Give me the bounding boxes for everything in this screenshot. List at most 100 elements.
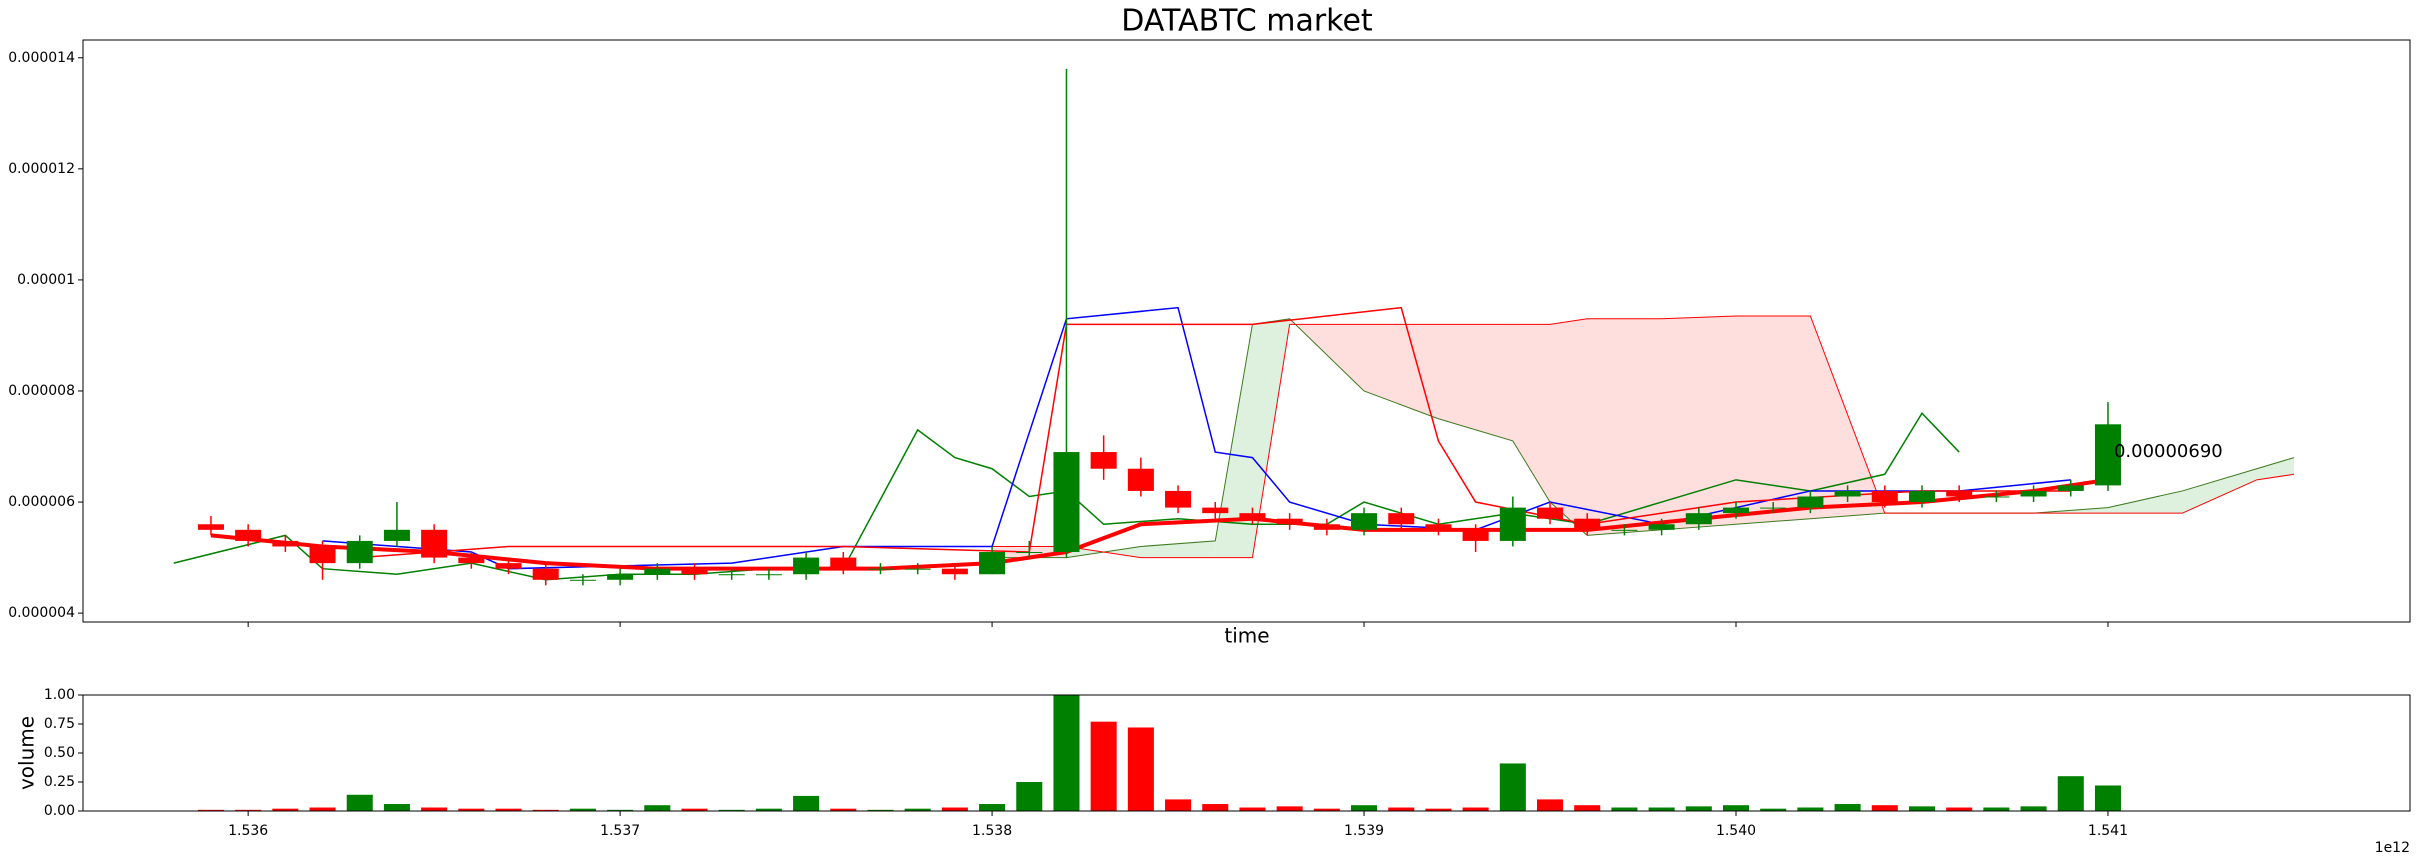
x-axis-label: time bbox=[1224, 624, 1269, 648]
candle-body bbox=[197, 524, 224, 530]
candle-body bbox=[458, 557, 485, 564]
candle-body bbox=[1462, 529, 1489, 541]
volume-bar bbox=[1871, 805, 1898, 811]
candle-body bbox=[1574, 518, 1601, 530]
x-tick-label: 1.540 bbox=[1716, 823, 1756, 839]
volume-bar bbox=[1499, 763, 1526, 811]
y-tick-label: 0.000008 bbox=[8, 383, 75, 399]
y-tick-label: 0.000004 bbox=[8, 605, 75, 621]
volume-bar bbox=[1388, 807, 1415, 811]
candle-body bbox=[1797, 496, 1824, 508]
y-axis-label: volume bbox=[15, 716, 39, 790]
volume-bar bbox=[1462, 807, 1489, 811]
cloud-fill bbox=[1215, 324, 1253, 558]
volume-bar bbox=[904, 808, 931, 811]
volume-bar bbox=[681, 808, 708, 811]
cloud-fill bbox=[1587, 318, 1662, 536]
candle-body bbox=[346, 540, 373, 564]
volume-bar bbox=[1537, 799, 1564, 811]
candle-body bbox=[1908, 490, 1936, 503]
candle-body bbox=[1165, 490, 1192, 508]
candle-body bbox=[1202, 507, 1229, 514]
cloud-fill bbox=[1661, 316, 1737, 530]
candle-body bbox=[421, 529, 448, 558]
candle-body bbox=[1388, 513, 1415, 525]
x-tick-label: 1.541 bbox=[2088, 823, 2128, 839]
volume-bar bbox=[2057, 776, 2084, 811]
y-tick-label: 0.000012 bbox=[8, 161, 75, 177]
volume-bar bbox=[1053, 695, 1080, 811]
cloud-fill bbox=[1736, 316, 1811, 525]
annotation: 0.00000690 bbox=[2114, 441, 2223, 462]
candle-body bbox=[383, 529, 410, 541]
candle-body bbox=[309, 546, 336, 564]
cloud-fill bbox=[2182, 468, 2257, 514]
volume-bar bbox=[1313, 808, 1340, 811]
candle-body bbox=[681, 568, 708, 575]
x-tick-label: 1.537 bbox=[600, 823, 640, 839]
y-tick-label: 0.75 bbox=[44, 716, 75, 732]
y-tick-label: 0.50 bbox=[44, 745, 75, 761]
volume-bar bbox=[1090, 721, 1117, 811]
candle-body bbox=[755, 574, 782, 576]
candle-body bbox=[532, 568, 559, 580]
volume-bar bbox=[1797, 807, 1824, 811]
candle-body bbox=[867, 568, 894, 570]
volume-bar bbox=[1165, 799, 1192, 811]
volume-bar bbox=[1648, 807, 1675, 811]
volume-bar bbox=[830, 808, 857, 811]
cloud-fill bbox=[1550, 318, 1588, 536]
volume-bar bbox=[1351, 805, 1378, 811]
candle-body bbox=[1722, 507, 1750, 514]
candle-body bbox=[1834, 490, 1861, 497]
volume-bar bbox=[755, 808, 782, 811]
candle-body bbox=[1499, 507, 1526, 541]
candle-body bbox=[1760, 507, 1787, 509]
volume-bar bbox=[458, 808, 485, 811]
candle-body bbox=[718, 574, 745, 576]
candle-body bbox=[1090, 452, 1117, 469]
volume-bar bbox=[421, 807, 448, 811]
volume-bar bbox=[1276, 806, 1303, 811]
volume-bar bbox=[1946, 807, 1973, 811]
volume-bar bbox=[272, 808, 299, 811]
candle-body bbox=[1611, 529, 1638, 531]
volume-bar bbox=[1834, 804, 1861, 811]
candle-body bbox=[569, 579, 596, 581]
candle-body bbox=[1016, 552, 1043, 554]
y-tick-label: 0.000014 bbox=[8, 50, 75, 66]
candle-body bbox=[1648, 524, 1675, 530]
candle-body bbox=[1871, 490, 1898, 503]
candle-body bbox=[1946, 490, 1973, 497]
x-tick-label: 1.539 bbox=[1344, 823, 1384, 839]
candle-body bbox=[2057, 485, 2084, 491]
candle-body bbox=[272, 540, 299, 547]
volume-bar bbox=[2020, 806, 2047, 811]
volume-bar bbox=[1239, 807, 1266, 811]
volume-bar bbox=[309, 807, 336, 811]
volume-bar bbox=[793, 795, 820, 811]
x-tick-label: 1.538 bbox=[972, 823, 1012, 839]
volume-bar bbox=[1722, 805, 1750, 811]
chart-title: DATABTC market bbox=[1121, 4, 1373, 39]
candle-body bbox=[495, 563, 522, 569]
volume-bar bbox=[1202, 804, 1229, 811]
volume-bar bbox=[569, 808, 596, 811]
volume-bar bbox=[607, 809, 634, 811]
volume-bar bbox=[1908, 806, 1936, 811]
plot-frame bbox=[82, 39, 2411, 623]
candle-body bbox=[904, 568, 931, 570]
line bbox=[359, 306, 2071, 559]
volume-bar bbox=[644, 805, 671, 811]
volume-bar bbox=[979, 804, 1006, 811]
candle-body bbox=[1276, 518, 1303, 525]
x-tick-label: 1.536 bbox=[228, 823, 268, 839]
volume-bar bbox=[1983, 807, 2010, 811]
volume-bar bbox=[867, 809, 894, 811]
candle-body bbox=[1351, 513, 1378, 530]
cloud-fill bbox=[2107, 490, 2183, 514]
y-tick-label: 0.00001 bbox=[17, 272, 75, 288]
candle-body bbox=[1425, 524, 1452, 530]
candle-body bbox=[1537, 507, 1564, 519]
